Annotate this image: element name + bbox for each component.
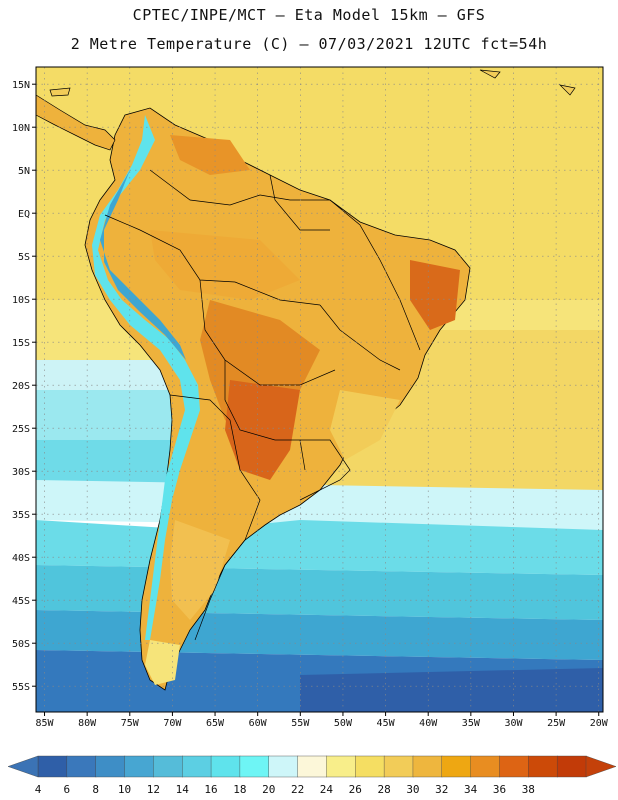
- map-frame: [35, 66, 604, 713]
- colorbar-label: 22: [291, 783, 304, 796]
- y-tick-label: 50S: [12, 639, 30, 650]
- colorbar-swatch: [383, 755, 414, 778]
- colorbar-swatch: [239, 755, 270, 778]
- y-tick-label: 5N: [18, 166, 30, 177]
- colorbar-label: 10: [118, 783, 131, 796]
- x-tick-label: 30W: [504, 718, 523, 729]
- colorbar-label: 24: [320, 783, 334, 796]
- map-area: [36, 67, 603, 712]
- x-tick-label: 40W: [419, 718, 438, 729]
- colorbar-label: 18: [233, 783, 246, 796]
- x-tick-label: 20W: [590, 718, 609, 729]
- y-tick-label: 10S: [12, 295, 30, 306]
- x-tick-label: 70W: [163, 718, 182, 729]
- colorbar-label: 28: [377, 783, 390, 796]
- colorbar-swatch: [268, 755, 299, 778]
- y-tick-label: 5S: [18, 252, 30, 263]
- heat-patch-north: [170, 135, 250, 175]
- colorbar-label: 4: [35, 783, 42, 796]
- colorbar-label: 30: [406, 783, 419, 796]
- colorbar-swatch: [182, 755, 212, 778]
- x-tick-label: 25W: [547, 718, 566, 729]
- colorbar-endcap-low: [7, 755, 39, 778]
- colorbar-swatch: [210, 755, 241, 778]
- cool-patch-tierra-del-fuego: [145, 640, 180, 685]
- country-borders: [104, 169, 421, 641]
- heat-patch-northeast: [410, 260, 460, 330]
- y-tick-label: 40S: [12, 553, 30, 564]
- warm-patch-southeast: [330, 390, 400, 460]
- y-tick-label: EQ: [18, 209, 30, 220]
- y-tick-label: 35S: [12, 510, 30, 521]
- y-axis: 15N 10N 5N EQ 5S 10S 15S 20S 25S 30S 35S 40S 45S 50S 5…: [12, 80, 36, 693]
- grid-lines: [36, 67, 603, 712]
- colorbar-label: 6: [64, 783, 71, 796]
- colorbar-label: 36: [493, 783, 506, 796]
- x-tick-label: 60W: [249, 718, 268, 729]
- x-axis: 85W 80W 75W 70W 65W 60W 55W 50W 45W 40W 35W 30W 25W 2…: [35, 712, 609, 729]
- x-tick-label: 80W: [78, 718, 97, 729]
- colorbar-swatch: [470, 755, 501, 778]
- colorbar-label: 20: [262, 783, 275, 796]
- y-tick-label: 25S: [12, 424, 30, 435]
- colorbar-label: 12: [147, 783, 160, 796]
- colorbar-swatch: [66, 755, 97, 778]
- chart-title-line2: 2 Metre Temperature (C) – 07/03/2021 12U…: [70, 35, 548, 53]
- colorbar-swatch: [326, 755, 356, 778]
- x-tick-label: 55W: [291, 718, 310, 729]
- caribbean-islands: [49, 69, 576, 97]
- colorbar-label: 34: [464, 783, 478, 796]
- x-tick-label: 65W: [206, 718, 225, 729]
- andes-cold-strip: [92, 115, 200, 640]
- colorbar-swatch: [153, 755, 183, 778]
- colorbar-label: 8: [92, 783, 99, 796]
- x-tick-label: 75W: [121, 718, 140, 729]
- y-tick-label: 30S: [12, 467, 30, 478]
- colorbar: 4 6 8 10 12 14 16 18 20 22 24 26 28 30 32 34 36 38: [7, 755, 617, 796]
- y-tick-label: 45S: [12, 596, 30, 607]
- colorbar-label: 26: [349, 783, 362, 796]
- colorbar-swatch: [297, 755, 328, 778]
- x-tick-label: 35W: [462, 718, 481, 729]
- colorbar-swatch: [528, 755, 558, 778]
- colorbar-label: 38: [522, 783, 535, 796]
- colorbar-label: 32: [435, 783, 448, 796]
- x-tick-label: 85W: [35, 718, 54, 729]
- colorbar-swatch: [412, 755, 443, 778]
- colorbar-swatch: [37, 755, 68, 778]
- colorbar-swatch: [124, 755, 154, 778]
- colorbar-swatch: [441, 755, 472, 778]
- colorbar-swatch: [499, 755, 529, 778]
- heat-patch-amazon: [150, 230, 300, 300]
- colorbar-swatch: [95, 755, 126, 778]
- y-tick-label: 15N: [12, 80, 30, 91]
- x-tick-label: 50W: [334, 718, 353, 729]
- y-tick-label: 15S: [12, 338, 30, 349]
- colorbar-swatch: [556, 755, 587, 778]
- colorbar-label: 16: [204, 783, 217, 796]
- y-tick-label: 55S: [12, 682, 30, 693]
- chart-title-line1: CPTEC/INPE/MCT – Eta Model 15km – GFS: [132, 6, 486, 24]
- ocean-band-far-south-deep: [300, 668, 603, 712]
- x-tick-label: 45W: [377, 718, 396, 729]
- colorbar-label: 14: [176, 783, 190, 796]
- central-america-isthmus: [36, 94, 116, 151]
- andes-colder-core: [100, 170, 192, 375]
- heat-patch-chaco: [225, 380, 300, 480]
- y-tick-label: 20S: [12, 381, 30, 392]
- warm-patch-patagonia: [170, 520, 230, 620]
- y-tick-label: 10N: [12, 123, 30, 134]
- colorbar-swatch: [355, 755, 385, 778]
- colorbar-endcap-high: [585, 755, 617, 778]
